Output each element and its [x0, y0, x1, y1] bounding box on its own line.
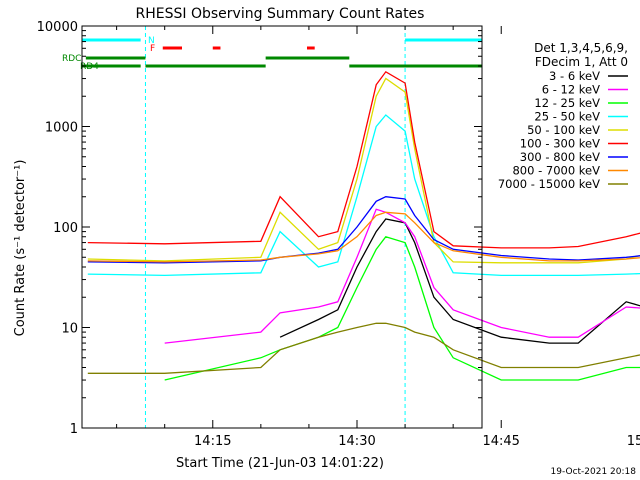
series-line-7 [87, 211, 640, 263]
series-line-8 [87, 322, 640, 374]
legend: Det 1,3,4,5,6,9,FDecim 1, Att 03 - 6 keV… [498, 41, 628, 191]
y-tick-label-2: 100 [53, 221, 78, 236]
x-tick-label-0: 14:15 [194, 434, 231, 449]
x-tick-label-3: 15:00 [627, 434, 640, 449]
y-axis-label: Count Rate (s⁻¹ detector⁻¹) [13, 160, 28, 337]
annotation-label-rdc: RDC [62, 54, 81, 64]
series-line-6 [87, 196, 640, 264]
legend-label-2: 12 - 25 keV [534, 96, 600, 110]
legend-label-7: 800 - 7000 keV [512, 164, 600, 178]
y-tick-label-1: 10 [61, 322, 78, 337]
legend-label-5: 100 - 300 keV [520, 137, 600, 151]
legend-label-3: 25 - 50 keV [534, 110, 600, 124]
y-tick-label-3: 1000 [45, 121, 78, 136]
legend-header-0: Det 1,3,4,5,6,9, [534, 41, 628, 55]
annotation-label-f: F [150, 44, 155, 54]
plot-frame [81, 25, 483, 429]
series-line-2 [164, 235, 640, 381]
legend-label-8: 7000 - 15000 keV [498, 177, 600, 191]
legend-header-1: FDecim 1, Att 0 [535, 55, 628, 69]
series-line-5 [87, 70, 640, 249]
legend-label-0: 3 - 6 keV [549, 69, 600, 83]
x-tick-label-1: 14:30 [338, 434, 375, 449]
legend-label-4: 50 - 100 keV [527, 123, 600, 137]
series-line-4 [87, 77, 640, 264]
x-tick-label-2: 14:45 [482, 434, 519, 449]
annotation-label-n: N [148, 36, 155, 46]
series-line-0 [279, 218, 640, 344]
x-axis-label: Start Time (21-Jun-03 14:01:22) [176, 456, 384, 471]
legend-label-6: 300 - 800 keV [520, 150, 600, 164]
series-line-1 [164, 208, 640, 344]
y-tick-label-0: 1 [70, 422, 78, 437]
timestamp: 19-Oct-2021 20:18 [551, 467, 637, 477]
annotation-label-rd4: RD4 [80, 62, 99, 72]
y-tick-label-4: 10000 [37, 20, 78, 35]
legend-label-1: 6 - 12 keV [542, 83, 600, 97]
series-line-3 [87, 114, 640, 277]
chart-title: RHESSI Observing Summary Count Rates [136, 6, 425, 22]
